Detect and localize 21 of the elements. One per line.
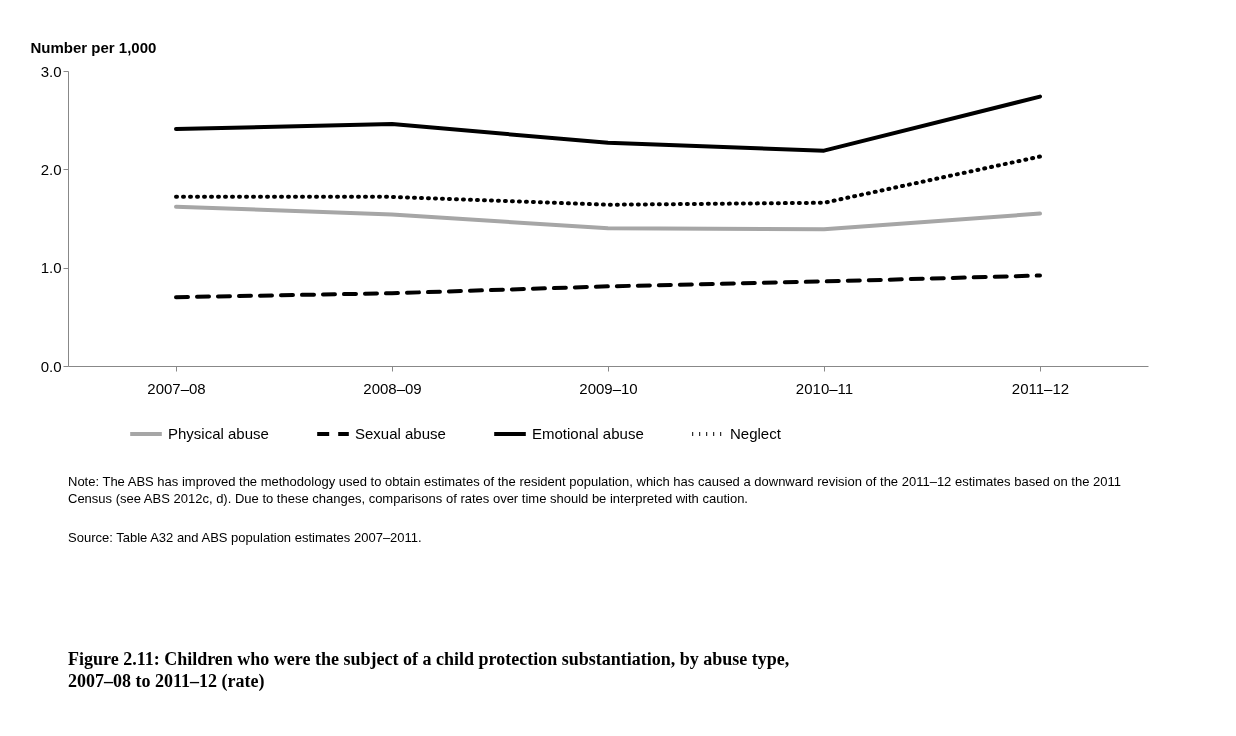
y-tick-label: 2.0	[40, 160, 62, 178]
y-axis-title: Number per 1,000	[30, 38, 157, 56]
source-note: Source: Table A32 and ABS population estimates 2007–2011.	[68, 530, 422, 545]
text: Note: The ABS has improved the methodology used to obtain estimates of the resident population, which has caused a downward revision of the 2011–12 estimates based on the 2011 Census (see ABS 2012c, d). Due to these changes, comparisons of rates over time should be interpreted with caution.	[68, 474, 1121, 506]
legend-label: Neglect	[730, 425, 782, 442]
x-tick-label: 2011–12	[1011, 379, 1070, 397]
legend-label: Sexual abuse	[355, 425, 446, 442]
line-series	[174, 204, 1042, 232]
x-tick-label: 2008–09	[363, 379, 422, 397]
y-tick-label: 0.0	[40, 357, 62, 375]
legend-label: Emotional abuse	[532, 425, 644, 442]
line-series	[174, 273, 1042, 300]
x-tick-label: 2007–08	[147, 379, 206, 397]
line-series	[174, 154, 1042, 207]
y-tick-label: 1.0	[40, 259, 62, 277]
x-tick-label: 2010–11	[795, 379, 854, 397]
y-tick-label: 3.0	[40, 62, 62, 80]
legend-label: Physical abuse	[168, 425, 269, 442]
text: Figure 2.11: Children who were the subject of a child protection substantiation, by abuse type, 2007–08 to 2011–12 (rate)	[68, 649, 790, 692]
line-series	[174, 94, 1042, 153]
x-tick-label: 2009–10	[579, 379, 638, 397]
